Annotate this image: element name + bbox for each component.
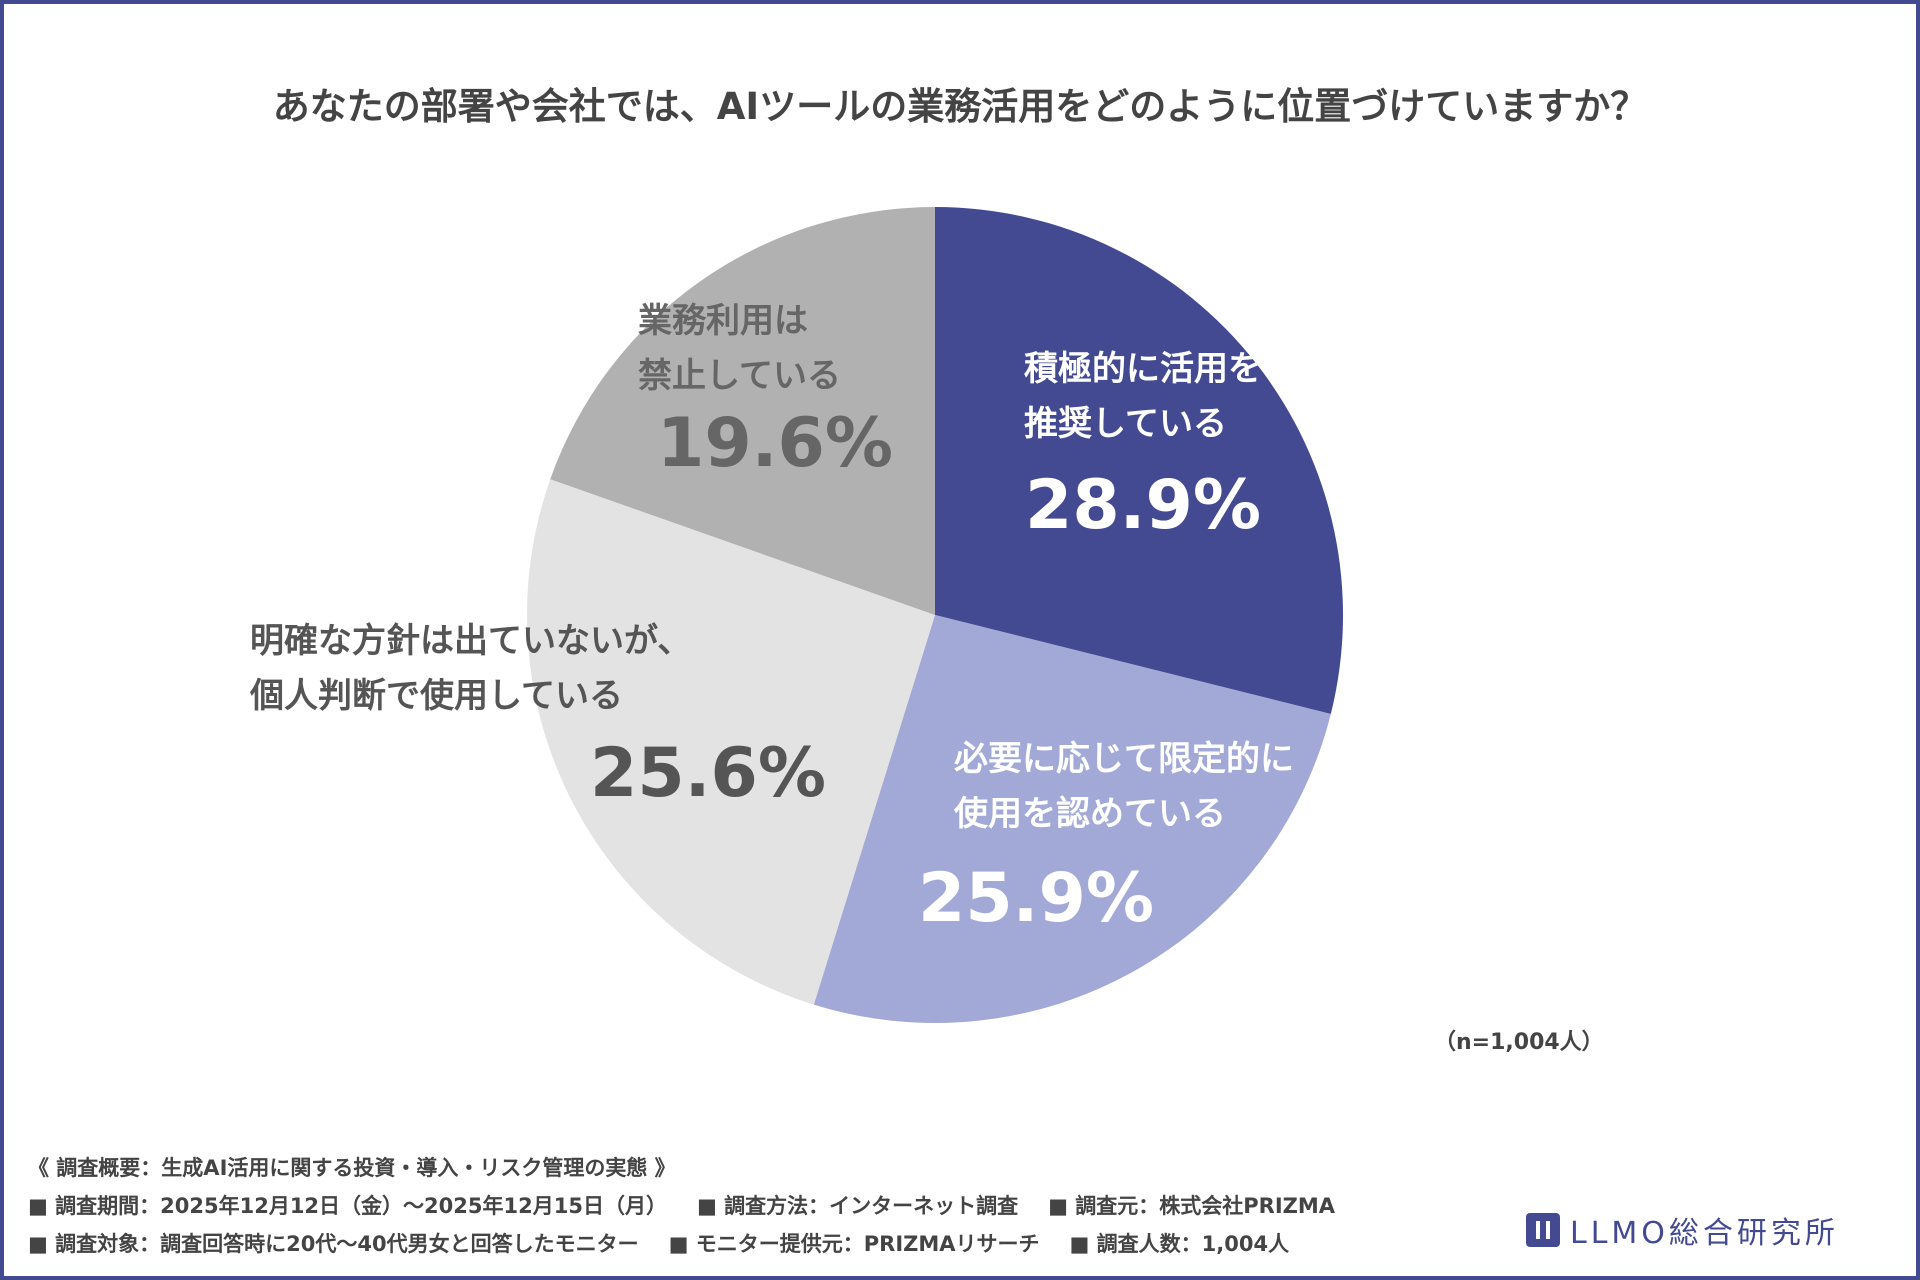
- slice-label: 明確な方針は出ていないが、 個人判断で使用している: [250, 621, 692, 717]
- value-label: 19.6%: [657, 404, 893, 483]
- footer-item: ■ 調査期間：2025年12月12日（金）～2025年12月15日（月）: [28, 1194, 667, 1218]
- slice-label: 業務利用は 禁止している: [638, 301, 841, 397]
- logo-icon: [1526, 1213, 1560, 1247]
- logo-text: LLMO総合研究所: [1570, 1216, 1839, 1251]
- footer-item: ■ 調査対象：調査回答時に20代～40代男女と回答したモニター: [28, 1232, 639, 1256]
- footer-item: ■ モニター提供元：PRIZMAリサーチ: [668, 1232, 1040, 1256]
- footer-item: ■ 調査元：株式会社PRIZMA: [1048, 1194, 1336, 1218]
- chart-title: あなたの部署や会社では、AIツールの業務活用をどのように位置づけていますか？: [272, 85, 1648, 128]
- footer-line: ■ 調査対象：調査回答時に20代～40代男女と回答したモニター ■ モニター提供元…: [28, 1224, 1335, 1262]
- footer-item: ■ 調査方法：インターネット調査: [696, 1194, 1019, 1218]
- pie-slice: [527, 479, 935, 1005]
- logo: LLMO総合研究所: [1526, 1208, 1839, 1252]
- footer-item: ■ 調査人数：1,004人: [1069, 1232, 1290, 1256]
- value-label: 28.9%: [1025, 466, 1261, 545]
- slice-label: 積極的に活用を 推奨している: [1024, 349, 1262, 445]
- footer-line: ■ 調査期間：2025年12月12日（金）～2025年12月15日（月） ■ 調査…: [28, 1186, 1335, 1224]
- pie-slice: [813, 615, 1331, 1023]
- pie-slice: [550, 207, 935, 615]
- footer-item: 《 調査概要：生成AI活用に関する投資・導入・リスク管理の実態 》: [28, 1156, 676, 1180]
- pie-chart: [527, 207, 1343, 1023]
- slice-label: 必要に応じて限定的に 使用を認めている: [954, 739, 1294, 835]
- pie-slice: [935, 207, 1343, 714]
- footer: 《 調査概要：生成AI活用に関する投資・導入・リスク管理の実態 》 ■ 調査期間：…: [28, 1148, 1335, 1262]
- footer-line: 《 調査概要：生成AI活用に関する投資・導入・リスク管理の実態 》: [28, 1148, 1335, 1186]
- sample-note: （n=1,004人）: [1434, 1030, 1604, 1055]
- value-label: 25.9%: [918, 859, 1154, 938]
- value-label: 25.6%: [590, 734, 826, 813]
